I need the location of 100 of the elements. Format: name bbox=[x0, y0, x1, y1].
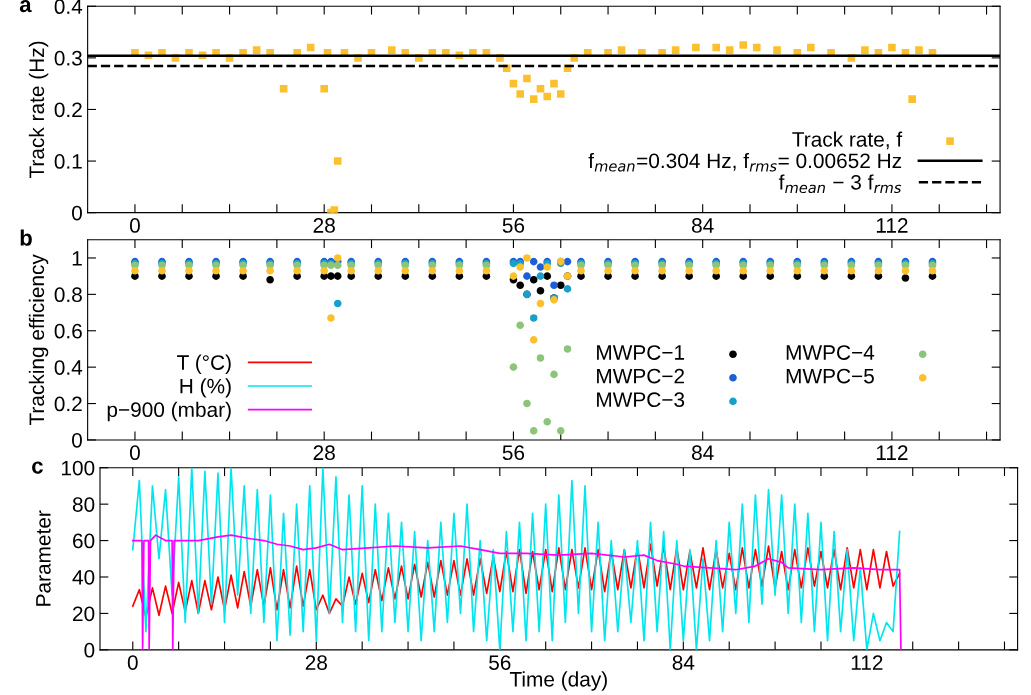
point bbox=[543, 263, 552, 271]
point bbox=[563, 285, 572, 293]
x-tick-label: 84 bbox=[672, 655, 695, 670]
point bbox=[523, 254, 531, 262]
point bbox=[212, 266, 220, 275]
point bbox=[482, 266, 491, 275]
point bbox=[374, 266, 383, 275]
y-tick-label: 0 bbox=[72, 432, 82, 448]
y-tick-label: 100 bbox=[61, 460, 95, 476]
point bbox=[529, 427, 538, 435]
point bbox=[543, 417, 552, 426]
legend-label: MWPC−5 bbox=[786, 368, 874, 384]
chart-title: a bbox=[19, 0, 32, 13]
point bbox=[928, 266, 937, 275]
point bbox=[739, 266, 748, 275]
legend-label: T (°C) bbox=[177, 354, 231, 374]
point bbox=[563, 345, 572, 353]
point bbox=[333, 261, 342, 270]
point bbox=[874, 266, 883, 275]
legend-label: MWPC−1 bbox=[597, 345, 685, 360]
point bbox=[901, 266, 910, 275]
y-tick-label: 0.3 bbox=[54, 50, 82, 66]
x-tick-label: 28 bbox=[313, 218, 335, 233]
point bbox=[266, 266, 274, 275]
x-tick-label: 84 bbox=[692, 445, 714, 461]
y-tick-label: 0.1 bbox=[54, 154, 82, 169]
point bbox=[523, 272, 531, 280]
x-tick-label: 56 bbox=[489, 655, 511, 670]
y-tick-label: 40 bbox=[72, 569, 95, 585]
point bbox=[333, 272, 342, 280]
y-tick-label: 0.8 bbox=[54, 287, 82, 303]
y-tick-label: 0.4 bbox=[54, 0, 83, 15]
point bbox=[766, 266, 775, 275]
point bbox=[509, 363, 518, 371]
point bbox=[577, 266, 585, 275]
point bbox=[185, 266, 193, 275]
y-tick-label: 0 bbox=[84, 642, 95, 658]
x-tick-label: 28 bbox=[305, 655, 327, 670]
point bbox=[658, 266, 666, 275]
line-series bbox=[131, 467, 901, 650]
point bbox=[536, 299, 545, 308]
point bbox=[239, 266, 247, 275]
point bbox=[536, 263, 545, 271]
x-tick-label: 0 bbox=[127, 655, 138, 670]
x-tick-label: 56 bbox=[502, 218, 525, 233]
legend-label: f$_{mean}$=0.304 Hz, f$_{rms}$= 0.00652 Hz bbox=[588, 152, 902, 172]
x-tick-label: 112 bbox=[876, 218, 908, 233]
point bbox=[333, 299, 342, 308]
point bbox=[556, 427, 565, 435]
legend-label: H (%) bbox=[180, 378, 231, 398]
y-tick-label: 0.2 bbox=[54, 396, 82, 412]
point bbox=[333, 254, 342, 262]
point bbox=[604, 266, 612, 275]
point bbox=[523, 399, 531, 408]
point bbox=[516, 321, 524, 330]
y-axis-title: Track rate (Hz) bbox=[28, 41, 49, 179]
x-tick-label: 28 bbox=[313, 445, 335, 461]
chart-title: b bbox=[20, 229, 32, 246]
y-tick-label: 80 bbox=[72, 497, 95, 512]
point bbox=[158, 266, 166, 275]
point bbox=[516, 281, 524, 290]
x-tick-label: 112 bbox=[851, 655, 883, 670]
x-tick-label: 0 bbox=[129, 218, 140, 233]
point bbox=[536, 354, 545, 362]
point bbox=[529, 336, 538, 344]
x-tick-label: 56 bbox=[502, 445, 525, 461]
chart-title: c bbox=[32, 461, 43, 474]
x-axis-title: Time (day) bbox=[509, 671, 607, 691]
y-tick-label: 0.4 bbox=[54, 360, 83, 375]
y-tick-label: 1 bbox=[72, 251, 82, 266]
y-tick-label: 0.2 bbox=[54, 102, 82, 118]
point bbox=[901, 274, 910, 282]
y-tick-label: 0.6 bbox=[54, 323, 82, 339]
point bbox=[536, 286, 545, 295]
point bbox=[327, 314, 335, 322]
line-series bbox=[131, 534, 902, 650]
point bbox=[529, 314, 538, 322]
point bbox=[793, 266, 802, 275]
point bbox=[509, 272, 518, 280]
point bbox=[266, 276, 274, 284]
point bbox=[529, 257, 538, 266]
legend-label: Track rate, f bbox=[792, 131, 903, 150]
y-tick-label: 20 bbox=[73, 606, 95, 622]
legend-label: MWPC−4 bbox=[786, 345, 875, 360]
point bbox=[685, 266, 693, 275]
x-tick-label: 84 bbox=[692, 218, 714, 233]
point bbox=[455, 266, 464, 275]
legend-label: p−900 (mbar) bbox=[107, 401, 231, 422]
point bbox=[820, 266, 829, 275]
legend-label: MWPC−3 bbox=[597, 392, 685, 408]
y-tick-label: 0 bbox=[72, 205, 82, 221]
point bbox=[631, 266, 639, 275]
x-tick-label: 112 bbox=[876, 445, 908, 460]
point bbox=[131, 266, 139, 275]
legend-label: f$_{mean}$ − 3 f$_{rms}$ bbox=[778, 174, 902, 194]
point bbox=[347, 266, 356, 275]
point bbox=[401, 266, 410, 275]
point bbox=[847, 266, 856, 275]
point bbox=[516, 263, 524, 271]
point bbox=[712, 266, 720, 275]
